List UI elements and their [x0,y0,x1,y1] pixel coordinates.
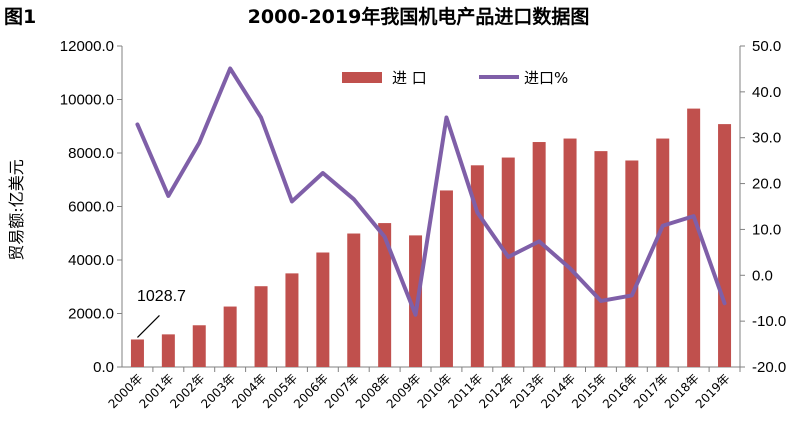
bar [718,124,732,367]
bar [532,142,546,367]
bar [161,334,175,367]
left-tick-label: 8000.0 [68,145,114,162]
legend-swatch-bar [342,72,382,83]
line-series [135,66,727,317]
right-tick-label: 20.0 [752,176,781,193]
bar [409,235,423,367]
x-tick-label: 2019年 [693,371,733,411]
bar [594,151,608,367]
bar [501,157,515,367]
annotation-label: 1028.7 [137,288,186,305]
right-tick-label: 40.0 [752,84,781,101]
chart-title: 2000-2019年我国机电产品进口数据图 [247,6,590,28]
y-axis-label: 贸易额:亿美元 [7,159,26,260]
bar-series [130,108,732,367]
bar [285,273,299,367]
right-tick-label: 50.0 [752,38,781,55]
left-tick-label: 12000.0 [60,38,114,55]
right-tick-label: -20.0 [752,359,786,376]
bar [656,138,670,367]
bar [316,252,330,367]
bar [439,190,453,367]
left-axis-ticks: 0.0 2000.0 4000.0 6000.0 8000.0 10000.0 12000.… [60,38,114,376]
left-tick-label: 2000.0 [68,306,114,323]
bar [192,325,206,367]
legend: 进 口 进口% [342,69,568,87]
bar [625,160,639,367]
right-tick-label: 10.0 [752,221,781,238]
left-tick-label: 6000.0 [68,199,114,216]
legend-label-bar: 进 口 [392,69,427,87]
left-tick-label: 0.0 [93,359,114,376]
bar [563,138,577,367]
bar [347,233,361,367]
figure-label: 图1 [4,6,37,28]
bar [130,339,144,367]
annotation-leader [137,315,160,338]
bar [378,223,392,367]
bar [223,306,237,367]
x-axis-ticks: 2000年2001年2002年2003年2004年2005年2006年2007年… [106,371,733,411]
right-axis-ticks: -20.0 -10.0 0.0 10.0 20.0 30.0 40.0 50.0 [752,38,786,376]
right-tick-label: 0.0 [752,267,773,284]
right-tick-label: 30.0 [752,130,781,147]
bar [254,286,268,367]
legend-label-line: 进口% [524,69,568,87]
bar [687,108,701,367]
left-tick-label: 10000.0 [60,92,114,109]
line-path [135,66,727,317]
right-tick-label: -10.0 [752,313,786,330]
left-tick-label: 4000.0 [68,252,114,269]
annotations: 1028.7 [137,288,186,338]
